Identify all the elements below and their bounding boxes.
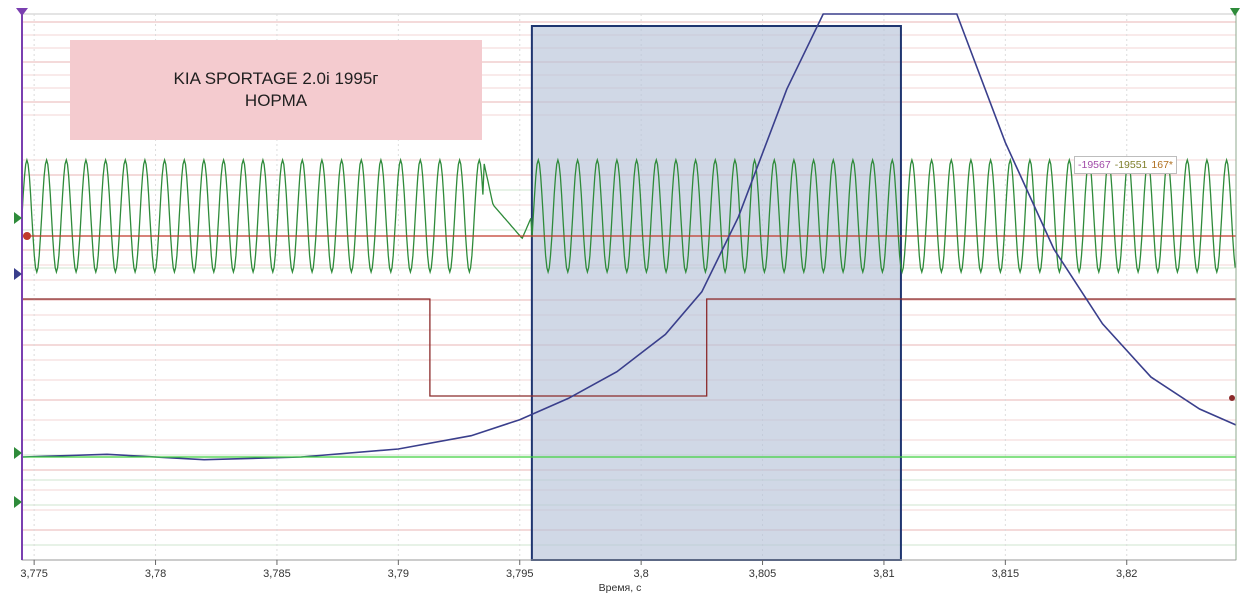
series-ignition-control bbox=[22, 298, 1236, 397]
channel-marker-green-icon[interactable] bbox=[14, 447, 22, 459]
annotation-line-2: НОРМА bbox=[244, 91, 308, 110]
x-axis: 3,775 3,78 3,785 3,79 3,795 3,8 3,805 3,81 3,815… bbox=[20, 559, 1236, 580]
trigger-marker-icon[interactable] bbox=[14, 212, 22, 224]
x-tick-label: 3,8 bbox=[633, 568, 648, 580]
annotation-line-1: KIA SPORTAGE 2.0i 1995г bbox=[173, 69, 379, 88]
channel-marker-green-icon[interactable] bbox=[14, 496, 22, 508]
readout-a-value: -19567 bbox=[1078, 159, 1111, 171]
selection-region[interactable] bbox=[530, 25, 902, 561]
channel-markers[interactable] bbox=[14, 8, 1240, 508]
series-layer bbox=[21, 13, 1237, 461]
channel-marker-right-red[interactable] bbox=[1229, 395, 1235, 401]
x-tick-label: 3,805 bbox=[749, 568, 777, 580]
x-tick-label: 3,775 bbox=[20, 568, 48, 580]
x-tick-label: 3,815 bbox=[992, 568, 1020, 580]
x-axis-label: Время, с bbox=[598, 582, 642, 594]
annotation-box: KIA SPORTAGE 2.0i 1995г НОРМА bbox=[70, 40, 482, 140]
channel-marker-blue-icon[interactable] bbox=[14, 268, 22, 280]
channel-marker-red[interactable] bbox=[23, 232, 31, 240]
x-tick-label: 3,78 bbox=[145, 568, 166, 580]
readout-delta-value: 167* bbox=[1151, 159, 1174, 171]
x-tick-label: 3,82 bbox=[1116, 568, 1137, 580]
cursor-top-right-icon[interactable] bbox=[1230, 8, 1240, 16]
cursor-top-left-icon[interactable] bbox=[16, 8, 28, 16]
series-crank-sensor bbox=[21, 157, 1236, 275]
readout-b-value: -19551 bbox=[1114, 159, 1148, 171]
x-tick-label: 3,79 bbox=[388, 568, 409, 580]
x-tick-label: 3,785 bbox=[263, 568, 291, 580]
x-tick-label: 3,81 bbox=[873, 568, 894, 580]
cursor-readout: -19567 -19551 167* bbox=[1074, 156, 1178, 174]
series-coil-current bbox=[21, 13, 1237, 461]
x-tick-label: 3,795 bbox=[506, 568, 534, 580]
